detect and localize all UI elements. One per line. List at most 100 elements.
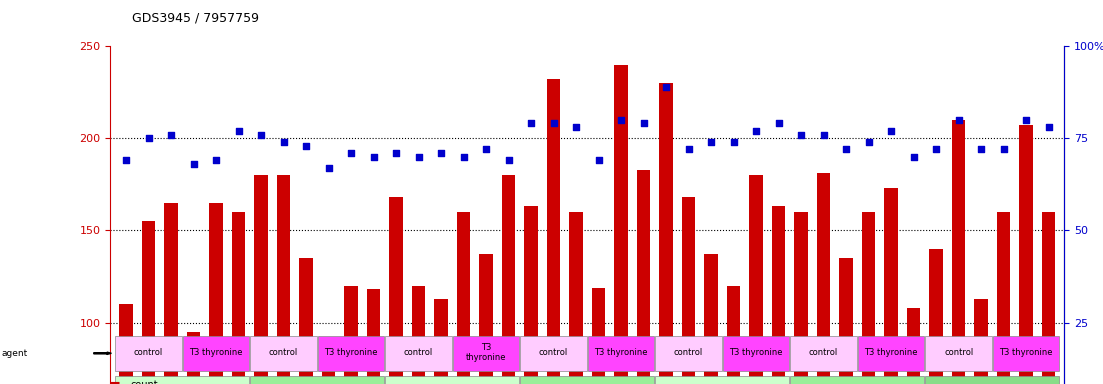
Bar <box>682 197 695 384</box>
Point <box>703 139 720 145</box>
Text: control: control <box>404 348 433 357</box>
Bar <box>660 83 673 384</box>
Bar <box>521 376 654 384</box>
Text: control: control <box>269 348 298 357</box>
Bar <box>997 212 1010 384</box>
Point <box>297 142 314 149</box>
Bar <box>925 336 992 371</box>
Text: control: control <box>674 348 704 357</box>
Point <box>387 150 405 156</box>
Point <box>454 154 472 160</box>
Point <box>342 150 360 156</box>
Bar <box>727 286 740 384</box>
Bar <box>588 336 654 371</box>
Bar <box>277 175 290 384</box>
Bar <box>749 175 763 384</box>
Bar <box>655 336 721 371</box>
Bar <box>255 175 268 384</box>
Bar <box>993 336 1060 371</box>
Point <box>590 157 608 164</box>
Point <box>522 121 539 127</box>
Bar <box>861 212 876 384</box>
Point <box>545 121 563 127</box>
Bar <box>183 336 249 371</box>
Bar <box>389 197 403 384</box>
Bar <box>232 212 245 384</box>
Bar <box>480 254 493 384</box>
Point <box>950 117 967 123</box>
Bar <box>250 336 317 371</box>
Point <box>837 146 855 152</box>
Bar <box>186 332 201 384</box>
Bar <box>299 258 313 384</box>
Point <box>207 157 225 164</box>
Text: control: control <box>808 348 838 357</box>
Point <box>904 154 922 160</box>
Point <box>725 139 742 145</box>
Bar <box>925 376 1060 384</box>
Point <box>275 139 292 145</box>
Bar <box>1019 125 1032 384</box>
Point <box>882 128 900 134</box>
Text: ■: ■ <box>110 380 121 384</box>
Text: T3 thyronine: T3 thyronine <box>999 348 1053 357</box>
Point <box>478 146 495 152</box>
Point <box>229 128 247 134</box>
Bar <box>164 203 178 384</box>
Text: T3 thyronine: T3 thyronine <box>324 348 378 357</box>
Point <box>140 135 158 141</box>
Bar <box>457 212 470 384</box>
Bar <box>322 345 335 384</box>
Bar <box>344 286 357 384</box>
Point <box>184 161 202 167</box>
Bar <box>614 65 628 384</box>
Bar <box>858 336 924 371</box>
Point <box>365 154 383 160</box>
Point <box>162 131 180 137</box>
Bar <box>453 336 520 371</box>
Bar <box>385 376 520 384</box>
Point <box>117 157 135 164</box>
Bar <box>791 336 857 371</box>
Point <box>635 121 653 127</box>
Bar <box>115 376 249 384</box>
Text: T3 thyronine: T3 thyronine <box>595 348 647 357</box>
Point <box>612 117 630 123</box>
Point <box>500 157 517 164</box>
Text: T3 thyronine: T3 thyronine <box>190 348 243 357</box>
Bar <box>119 304 132 384</box>
Bar <box>772 207 785 384</box>
Bar <box>569 212 582 384</box>
Text: T3
thyronine: T3 thyronine <box>465 343 506 362</box>
Bar <box>318 336 384 371</box>
Bar <box>524 207 538 384</box>
Point <box>432 150 450 156</box>
Bar <box>885 188 898 384</box>
Text: control: control <box>539 348 568 357</box>
Bar <box>839 258 853 384</box>
Bar <box>521 336 587 371</box>
Bar <box>1042 212 1056 384</box>
Point <box>792 131 810 137</box>
Point <box>679 146 697 152</box>
Bar <box>817 173 831 384</box>
Point <box>770 121 788 127</box>
Point <box>567 124 585 130</box>
Point <box>1017 117 1035 123</box>
Bar <box>930 249 943 384</box>
Point <box>860 139 878 145</box>
Bar <box>722 336 790 371</box>
Point <box>995 146 1013 152</box>
Bar <box>411 286 426 384</box>
Bar <box>502 175 515 384</box>
Text: control: control <box>944 348 973 357</box>
Bar <box>250 376 384 384</box>
Bar <box>974 299 988 384</box>
Bar <box>907 308 920 384</box>
Bar <box>115 336 182 371</box>
Point <box>1040 124 1058 130</box>
Bar <box>952 120 965 384</box>
Bar <box>705 254 718 384</box>
Point <box>815 131 833 137</box>
Bar <box>435 299 448 384</box>
